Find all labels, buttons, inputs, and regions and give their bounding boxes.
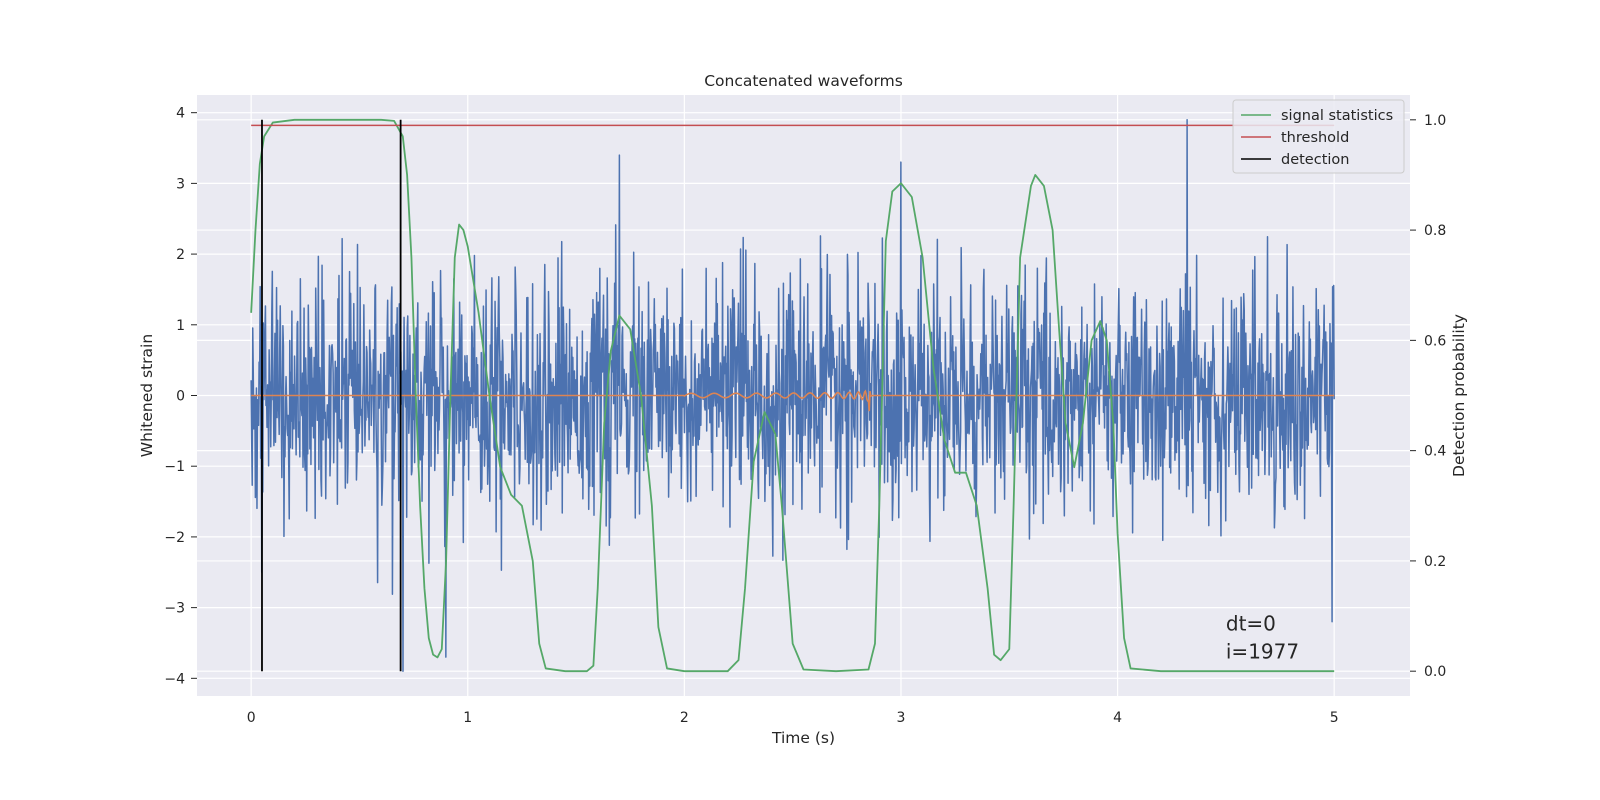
y-tick-label: 4	[176, 106, 185, 122]
legend-entry-detection: detection	[1281, 152, 1349, 168]
series-whitened-strain	[250, 119, 1335, 672]
series-injected-waveform	[251, 389, 1335, 412]
y-tick-label: 0	[176, 389, 185, 405]
ticks: 0 1 2 3 4 5 −4 −3 −2 −1 0 1 2 3 4 0.0 0.2 0.4 0.6 0.8 1.0	[164, 106, 1446, 726]
y-tick-label: −1	[164, 459, 185, 475]
x-tick-label: 4	[1113, 710, 1122, 726]
legend: signal statistics threshold detection	[1232, 99, 1405, 174]
x-tick-label: 0	[247, 710, 256, 726]
y2-axis-label: Detection probability	[1450, 314, 1468, 477]
y2-tick-label: 0.4	[1424, 444, 1446, 460]
series-signal-statistics	[250, 118, 1335, 673]
x-axis-label: Time (s)	[771, 729, 835, 747]
series-detection	[261, 119, 402, 672]
x-tick-label: 1	[463, 710, 472, 726]
y-tick-label: −4	[164, 671, 185, 687]
legend-box	[1232, 99, 1405, 174]
x-tick-label: 3	[897, 710, 906, 726]
x-tick-label: 5	[1330, 710, 1339, 726]
annotation-dt: dt=0	[1226, 612, 1276, 636]
x-tick-label: 2	[680, 710, 689, 726]
y2-tick-label: 0.8	[1424, 223, 1446, 239]
legend-entry-threshold: threshold	[1281, 130, 1349, 146]
y2-tick-label: 0.0	[1424, 664, 1446, 680]
annotation-i: i=1977	[1226, 640, 1299, 664]
chart-title: Concatenated waveforms	[704, 72, 903, 90]
y2-tick-label: 0.6	[1424, 333, 1446, 349]
legend-entry-signal-statistics: signal statistics	[1281, 108, 1393, 124]
annotation: dt=0 i=1977	[1226, 612, 1299, 664]
y2-tick-label: 0.2	[1424, 554, 1446, 570]
y-tick-label: 1	[176, 318, 185, 334]
y-tick-label: 2	[176, 247, 185, 263]
y-axis-label: Whitened strain	[138, 334, 156, 457]
y-tick-label: 3	[176, 176, 185, 192]
y-tick-label: −3	[164, 601, 185, 617]
y2-tick-label: 1.0	[1424, 113, 1446, 129]
y-tick-label: −2	[164, 530, 185, 546]
signal-statistics-line	[250, 118, 1335, 673]
noise-line	[250, 119, 1335, 672]
injected-waveform-line	[251, 389, 1335, 412]
